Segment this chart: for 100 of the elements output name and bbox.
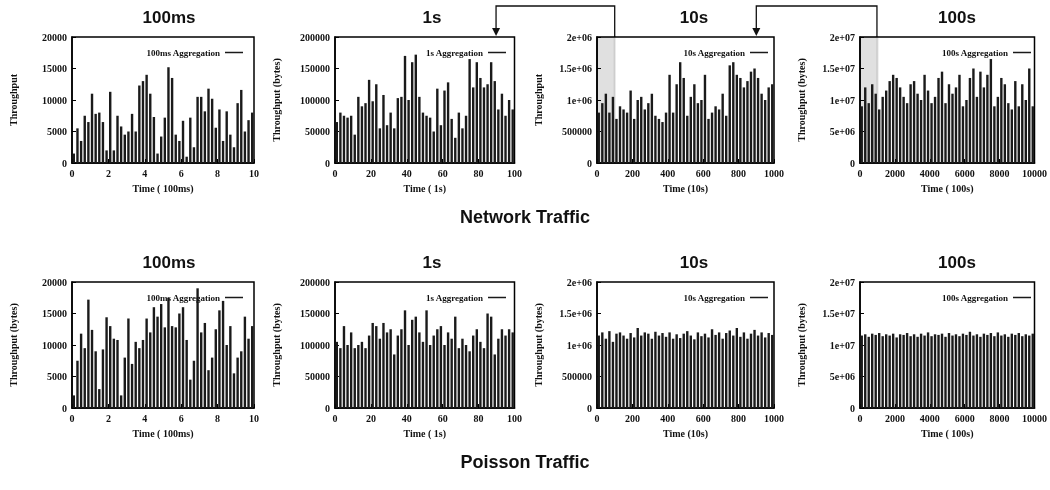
x-tick-label: 600: [695, 412, 711, 424]
x-tick-label: 80: [473, 412, 484, 424]
bar: [127, 318, 130, 408]
y-axis-title: Throughput (bytes): [795, 303, 807, 387]
y-tick-label: 50000: [304, 371, 330, 382]
bar: [116, 115, 119, 163]
bar: [388, 112, 392, 163]
x-tick-label: 8000: [989, 167, 1010, 179]
bar: [760, 332, 763, 408]
x-tick-label: 2000: [884, 167, 905, 179]
bar: [721, 93, 724, 163]
bar: [753, 68, 756, 163]
bar: [753, 329, 756, 408]
x-tick-label: 100: [506, 412, 522, 424]
x-tick-label: 2: [105, 412, 111, 424]
bar: [98, 112, 101, 163]
bar: [894, 77, 898, 163]
y-tick-label: 0: [324, 157, 330, 169]
x-tick-label: 8: [215, 167, 221, 179]
bar: [767, 333, 770, 408]
x-tick-label: 60: [437, 412, 448, 424]
y-tick-label: 5000: [47, 126, 67, 137]
y-tick-label: 0: [849, 157, 855, 169]
y-tick-label: 5000: [47, 371, 67, 382]
legend-label: 1s Aggregation: [425, 292, 483, 303]
y-tick-label: 1e+07: [829, 94, 855, 106]
chart-title: 100s: [937, 8, 976, 27]
bar: [601, 332, 604, 408]
x-tick-label: 4000: [919, 167, 940, 179]
y-tick-label: 15000: [42, 63, 67, 74]
x-tick-label: 100: [506, 167, 522, 179]
text: Network Traffic: [458, 207, 591, 228]
y-tick-label: 0: [849, 402, 855, 414]
y-axis-title: Throughput (bytes): [270, 303, 282, 387]
x-tick-label: 60: [437, 167, 448, 179]
bar: [615, 333, 618, 408]
bar: [922, 74, 926, 163]
bar: [229, 326, 232, 408]
y-tick-label: 2e+06: [566, 276, 592, 288]
y-tick-label: 100000: [299, 94, 330, 106]
bar: [460, 338, 464, 408]
x-tick-label: 800: [731, 412, 747, 424]
x-axis-title: Time ( 1s): [402, 182, 446, 195]
bar: [739, 77, 742, 163]
x-axis-title: Time (10s): [662, 427, 709, 440]
x-tick-label: 8: [215, 412, 221, 424]
bar: [467, 59, 471, 163]
chart-title: 10s: [679, 8, 709, 27]
bar: [435, 329, 439, 408]
y-tick-label: 100000: [299, 339, 330, 351]
chart-title: 1s: [422, 253, 441, 272]
y-tick-label: 500000: [562, 371, 592, 382]
bar: [700, 336, 703, 408]
bar: [629, 333, 632, 408]
y-tick-label: 5e+06: [829, 126, 855, 137]
y-axis-title: Throughput (bytes): [532, 303, 545, 387]
bar: [424, 115, 428, 163]
bar: [356, 345, 360, 408]
x-tick-label: 80: [473, 167, 484, 179]
bar: [145, 318, 148, 408]
bar: [424, 310, 428, 408]
bar: [105, 317, 108, 408]
bar: [654, 331, 657, 408]
y-tick-label: 1e+06: [566, 339, 592, 351]
x-tick-label: 1000: [764, 167, 784, 179]
legend-label: 100s Aggregation: [941, 292, 1008, 303]
bar: [381, 322, 385, 408]
x-tick-label: 4000: [919, 412, 940, 424]
y-tick-label: 5e+06: [829, 371, 855, 382]
bar: [668, 332, 671, 408]
x-tick-label: 200: [624, 412, 640, 424]
x-tick-label: 8000: [989, 412, 1010, 424]
bar: [767, 87, 770, 163]
y-tick-label: 10000: [42, 339, 67, 351]
y-tick-label: 1e+06: [566, 94, 592, 106]
legend-label: 1s Aggregation: [425, 47, 483, 58]
x-tick-label: 6: [178, 412, 184, 424]
x-axis-title: Time ( 100ms): [132, 427, 194, 440]
bar: [196, 96, 199, 163]
bar: [116, 339, 119, 408]
bar: [167, 67, 170, 163]
y-tick-label: 200000: [299, 276, 330, 288]
bar: [629, 90, 632, 163]
y-tick-label: 1.5e+07: [821, 308, 855, 319]
y-tick-label: 1e+07: [829, 339, 855, 351]
bar: [87, 299, 90, 408]
text: Poisson Traffic: [459, 452, 591, 473]
y-tick-label: 1.5e+06: [559, 308, 592, 319]
bar: [388, 329, 392, 408]
x-tick-label: 4: [142, 167, 148, 179]
bar: [971, 68, 975, 163]
y-tick-label: 1.5e+06: [559, 63, 592, 74]
y-tick-label: 200000: [299, 31, 330, 43]
y-tick-label: 0: [587, 157, 592, 169]
y-axis-title: Throughput: [532, 73, 544, 127]
x-tick-label: 20: [365, 412, 376, 424]
x-tick-label: 40: [401, 412, 412, 424]
chart-title: 10s: [679, 253, 709, 272]
bar: [647, 333, 650, 408]
y-axis-title: Throughput: [7, 73, 19, 127]
